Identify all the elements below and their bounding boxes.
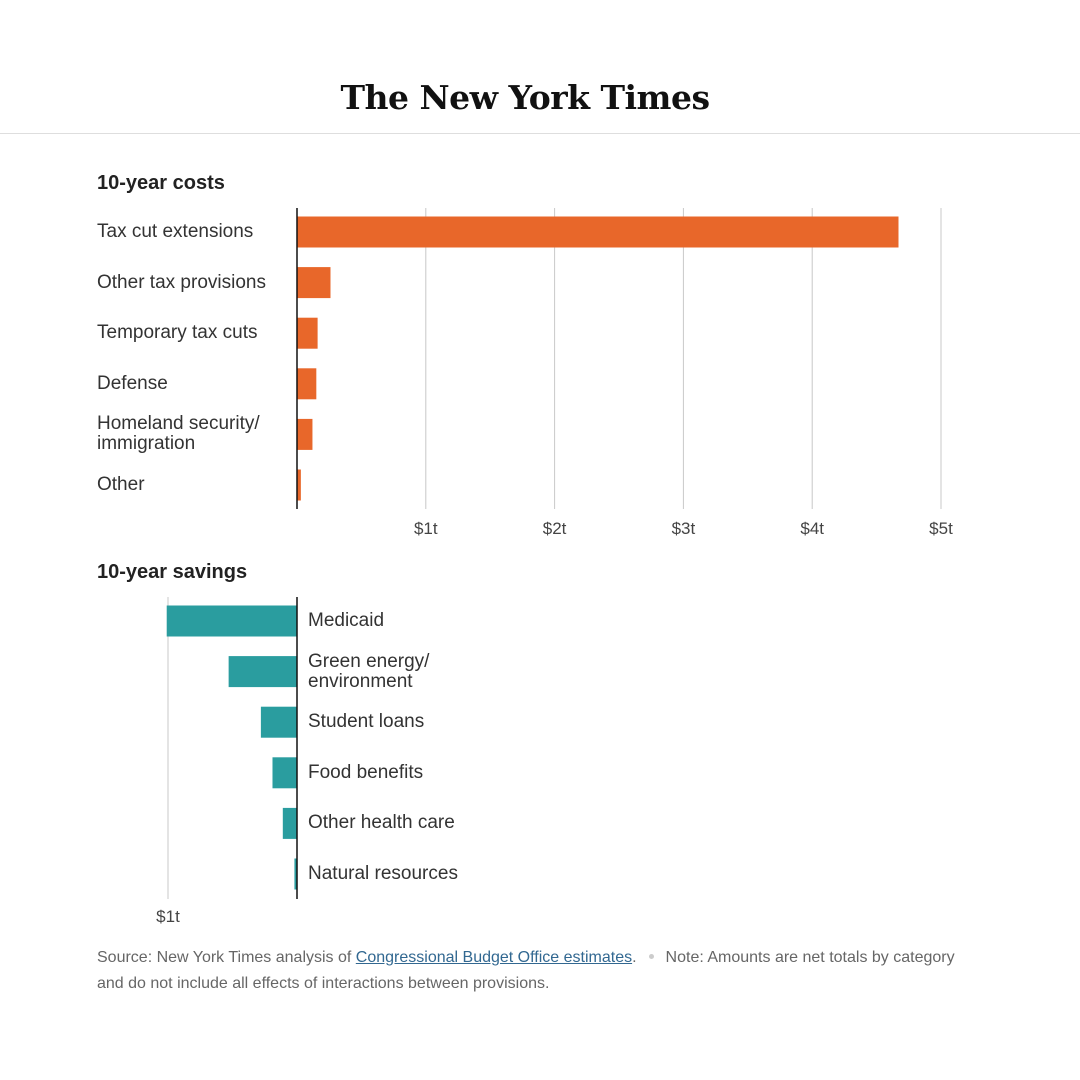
- bar: [297, 418, 313, 450]
- bar: [297, 216, 899, 248]
- chart-title: 10-year savings: [97, 561, 248, 583]
- category-label: Natural resources: [308, 863, 458, 884]
- x-tick-label: $1t: [156, 907, 180, 926]
- category-label: Homeland security/ immigration: [97, 413, 260, 455]
- bar: [228, 656, 297, 688]
- category-label: Other health care: [308, 812, 455, 834]
- category-label: Temporary tax cuts: [97, 322, 258, 344]
- bar: [282, 807, 297, 839]
- source-end: .: [632, 949, 637, 966]
- bar: [294, 858, 297, 890]
- bar: [166, 605, 297, 637]
- bar: [297, 469, 301, 501]
- separator: [648, 953, 654, 959]
- chart-title: 10-year costs: [97, 172, 225, 194]
- category-label: Other: [97, 474, 145, 495]
- category-label: Student loans: [308, 711, 425, 733]
- note: Note: Amounts are net totals by category…: [97, 949, 955, 992]
- masthead: The New York Times: [340, 78, 710, 117]
- x-tick-label: $3t: [671, 519, 696, 538]
- x-tick-label: $5t: [929, 519, 953, 538]
- category-label: Food benefits: [308, 761, 424, 783]
- category-label: Green energy/ environment: [308, 650, 430, 692]
- bar: [272, 757, 297, 789]
- category-label: Tax cut extensions: [97, 221, 254, 242]
- category-label: Medicaid: [308, 610, 385, 631]
- x-tick-label: $2t: [542, 519, 567, 538]
- bar: [260, 706, 297, 738]
- x-tick-label: $1t: [413, 519, 438, 538]
- source-link[interactable]: Congressional Budget Office estimates: [355, 949, 633, 966]
- category-label: Defense: [97, 372, 168, 394]
- footer: Source: New York Times analysis of Congr…: [97, 945, 957, 997]
- bar: [297, 267, 331, 299]
- bar: [297, 317, 318, 349]
- bar: [297, 368, 317, 400]
- source: Source: New York Times analysis of: [97, 949, 352, 966]
- x-tick-label: $4t: [800, 519, 825, 538]
- category-label: Other tax provisions: [97, 271, 266, 293]
